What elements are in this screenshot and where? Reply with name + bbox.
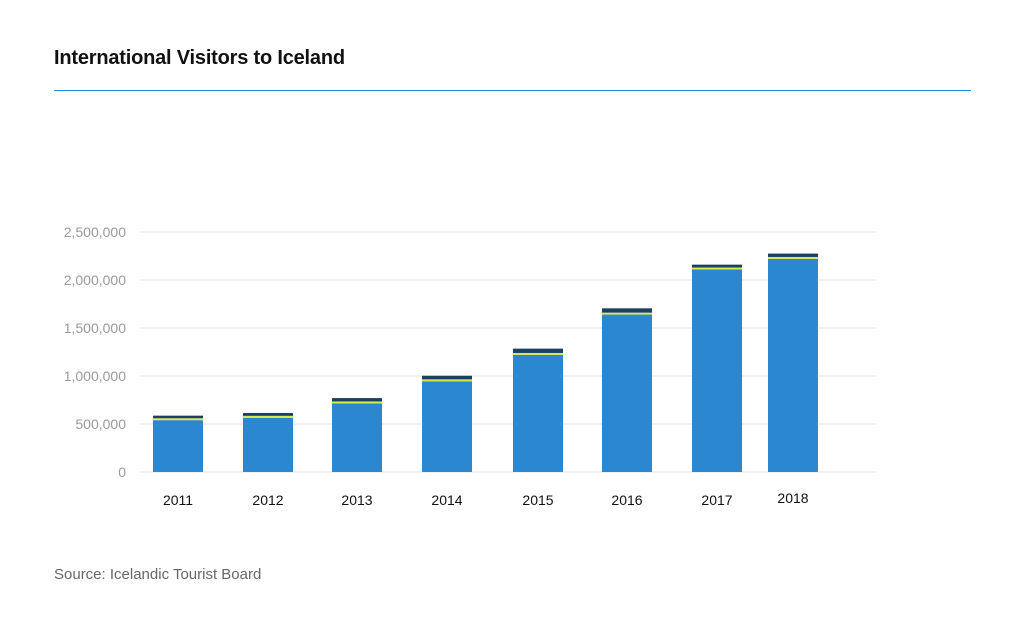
bar-segment xyxy=(332,403,382,472)
x-tick-label: 2014 xyxy=(431,492,462,508)
bar-segment xyxy=(422,379,472,382)
bar-segment xyxy=(692,269,742,472)
bar-segment xyxy=(692,267,742,270)
bar-segment xyxy=(768,258,818,472)
bar-segment xyxy=(153,418,203,421)
bar-segment xyxy=(513,348,563,353)
bar-segment xyxy=(602,314,652,472)
bar-segment xyxy=(768,256,818,259)
x-tick-label: 2016 xyxy=(611,492,642,508)
bar-segment xyxy=(243,412,293,416)
x-tick-label: 2012 xyxy=(252,492,283,508)
bar-segment xyxy=(243,417,293,472)
bar-segment xyxy=(602,308,652,313)
bar-segment xyxy=(332,401,382,404)
bar-segment xyxy=(602,312,652,315)
y-tick-label: 2,000,000 xyxy=(64,272,126,288)
source-note: Source: Icelandic Tourist Board xyxy=(54,566,262,583)
bar-segment xyxy=(513,352,563,355)
bar-segment xyxy=(692,264,742,268)
bar-segment xyxy=(422,375,472,380)
x-tick-label: 2013 xyxy=(341,492,372,508)
bar-segment xyxy=(153,420,203,472)
title-divider xyxy=(54,90,971,91)
y-tick-label: 2,500,000 xyxy=(64,224,126,240)
chart-title: International Visitors to Iceland xyxy=(54,47,345,69)
bar-segment xyxy=(513,354,563,472)
bar-segment xyxy=(243,415,293,418)
x-tick-label: 2011 xyxy=(163,492,193,508)
y-tick-label: 0 xyxy=(118,464,126,480)
bar-segment xyxy=(768,253,818,257)
y-tick-label: 1,000,000 xyxy=(64,368,126,384)
x-tick-label: 2017 xyxy=(701,492,732,508)
bar-segment xyxy=(332,398,382,402)
x-tick-label: 2015 xyxy=(522,492,553,508)
bar-segment xyxy=(422,381,472,472)
y-tick-label: 1,500,000 xyxy=(64,320,126,336)
x-tick-label: 2018 xyxy=(777,490,808,506)
bar-segment xyxy=(153,415,203,419)
y-tick-label: 500,000 xyxy=(75,416,126,432)
